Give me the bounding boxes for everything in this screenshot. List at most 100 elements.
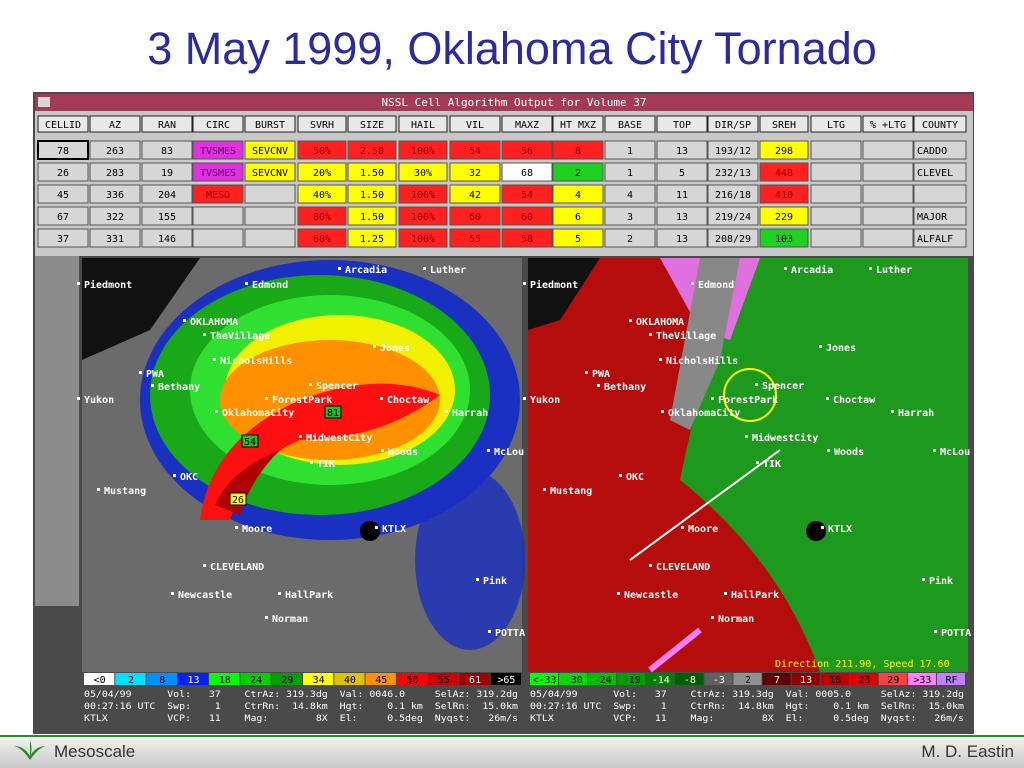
table-cell (398, 228, 448, 248)
table-cell (552, 228, 604, 248)
place-label: OKC (180, 472, 198, 483)
track-line (629, 449, 781, 561)
cell-text: 83 (161, 146, 173, 157)
scale-label: -24 (594, 675, 612, 686)
table-cell (552, 162, 604, 182)
cell-text: 3 (627, 212, 633, 223)
cell-text: 100% (411, 212, 435, 223)
column-header: LTG (827, 120, 845, 131)
place-dot (265, 397, 268, 400)
table-cell (398, 162, 448, 182)
column-header-cell (449, 115, 501, 133)
place-label: Mustang (104, 486, 146, 497)
place-label: Pink (483, 575, 507, 587)
table-cell (759, 140, 809, 160)
cell-text: CADDO (917, 146, 947, 157)
window-menu-button[interactable] (38, 97, 50, 107)
place-dot (380, 397, 383, 400)
column-header: VIL (466, 120, 484, 131)
cell-text: 336 (106, 190, 124, 201)
table-cell (141, 162, 193, 182)
cell-text: 100% (411, 190, 435, 201)
place-dot (826, 397, 829, 400)
table-cell (604, 162, 656, 182)
column-header: MAXZ (515, 120, 539, 131)
place-dot (933, 449, 936, 452)
place-dot (543, 488, 546, 491)
cell-text: 1 (627, 168, 633, 179)
place-dot (265, 616, 268, 619)
place-label: Harrah (898, 408, 934, 419)
place-label: Woods (834, 447, 864, 458)
place-dot (724, 592, 727, 595)
place-dot (381, 449, 384, 452)
column-header-cell (141, 115, 193, 133)
scale-swatch (115, 673, 146, 685)
cell-text: 448 (775, 168, 793, 179)
place-label: TheVillage (210, 330, 270, 342)
place-dot (523, 282, 526, 285)
scale-swatch (559, 673, 588, 685)
scale-label: >33 (913, 675, 931, 686)
place-label: Edmond (698, 280, 734, 291)
info-line: KTLX VCP: 11 Mag: 8X El: 0.5deg Nyqst: 2… (84, 713, 518, 724)
place-label: TIK (763, 459, 781, 470)
place-dot (891, 410, 894, 413)
column-header-cell (707, 115, 759, 133)
table-cell (449, 228, 501, 248)
scale-swatch (907, 673, 936, 685)
column-header: CELLID (45, 120, 81, 131)
place-label: KTLX (828, 524, 852, 535)
scale-swatch (209, 673, 240, 685)
table-cell (810, 162, 862, 182)
column-header-cell (89, 115, 141, 133)
place-label: OklahomaCity (222, 407, 294, 419)
table-cell (501, 206, 553, 226)
place-dot (203, 564, 206, 567)
table-cell (604, 184, 656, 204)
scale-swatch (936, 673, 965, 685)
info-line: 00:27:16 UTC Swp: 1 CtrRn: 14.8km Hgt: 0… (530, 701, 964, 712)
table-cell (656, 184, 708, 204)
table-cell (89, 228, 141, 248)
cell-text: 32 (469, 168, 481, 179)
cell-text: 13 (676, 212, 688, 223)
place-label: Woods (388, 447, 418, 458)
place-dot (827, 449, 830, 452)
table-cell (192, 162, 244, 182)
cell-text: 322 (106, 212, 124, 223)
cell-text: 331 (106, 234, 124, 245)
cell-text: 55 (469, 234, 481, 245)
table-cell (89, 184, 141, 204)
table-cell (141, 184, 193, 204)
place-label: McLou (494, 447, 524, 458)
radar-site (360, 521, 380, 541)
place-dot (597, 384, 600, 387)
cell-id-box (229, 492, 247, 506)
cell-text: 2 (575, 168, 581, 179)
column-header-cell (398, 115, 448, 133)
scale-label: 2 (128, 675, 134, 686)
column-header-cell (552, 115, 604, 133)
track-line (648, 627, 702, 673)
place-label: Arcadia (345, 264, 387, 276)
cell-text: 103 (775, 234, 793, 245)
place-label: Bethany (158, 382, 200, 393)
cell-text: SEVCNV (252, 146, 288, 157)
column-header: TOP (673, 120, 691, 131)
table-cell (552, 140, 604, 160)
scale-label: 55 (438, 675, 450, 686)
info-line: 05/04/99 Vol: 37 CtrAz: 319.3dg Val: 004… (84, 689, 518, 700)
scale-label: 23 (858, 675, 870, 686)
place-label: Jones (826, 343, 856, 354)
column-header-cell (759, 115, 809, 133)
table-cell (862, 206, 914, 226)
circulation-marker (723, 368, 777, 422)
scale-label: 45 (375, 675, 387, 686)
cell-text: TVSMES (200, 168, 236, 179)
place-label: Mustang (550, 486, 592, 497)
cell-text: 58 (521, 234, 533, 245)
cell-text: 20% (313, 168, 331, 179)
scale-swatch (271, 673, 302, 685)
